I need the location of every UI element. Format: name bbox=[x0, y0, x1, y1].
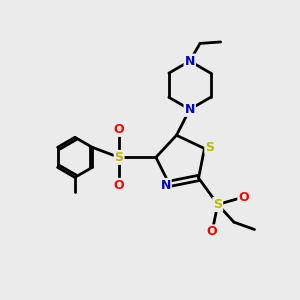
Text: O: O bbox=[238, 190, 249, 204]
Text: O: O bbox=[206, 225, 217, 239]
Text: O: O bbox=[114, 123, 124, 136]
Text: N: N bbox=[184, 103, 195, 116]
Text: S: S bbox=[213, 198, 222, 211]
Text: S: S bbox=[205, 141, 214, 154]
Text: O: O bbox=[114, 179, 124, 192]
Text: S: S bbox=[115, 151, 124, 164]
Text: N: N bbox=[160, 179, 171, 192]
Text: N: N bbox=[184, 55, 195, 68]
